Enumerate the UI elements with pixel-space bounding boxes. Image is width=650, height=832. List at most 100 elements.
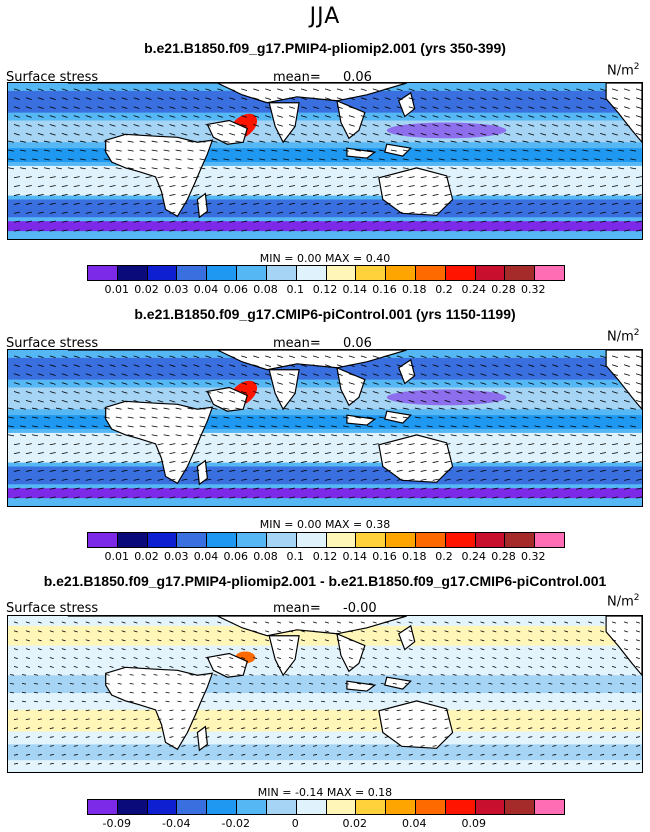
units-exponent: 2 <box>633 328 640 338</box>
color-bar <box>87 532 565 548</box>
color-bar-tick-label: 0.2 <box>435 550 453 563</box>
color-bar-swatch <box>88 533 118 547</box>
color-bar-tick-label: 0.02 <box>342 817 368 830</box>
color-bar-tick-label: -0.04 <box>162 817 191 830</box>
color-bar-tick-label: 0.24 <box>461 283 487 296</box>
color-bar-swatch <box>356 533 387 547</box>
color-bar-tick-label: 0.28 <box>491 550 516 563</box>
mean-label: mean= <box>273 336 321 351</box>
color-bar-tick-label: 0.02 <box>134 283 159 296</box>
color-bar-tick-label: 0.18 <box>402 550 427 563</box>
mean-value: 0.06 <box>343 70 372 85</box>
mean-label: mean= <box>273 70 321 85</box>
color-bar-swatch <box>445 800 476 814</box>
units-base: N/m <box>607 63 634 79</box>
color-bar-tick-label: 0.28 <box>491 283 516 296</box>
season-title: JJA <box>309 4 341 29</box>
color-bar-swatch <box>445 533 476 547</box>
color-bar-swatch <box>266 800 297 814</box>
color-bar-ticks: -0.09 -0.04 -0.02 0 0.02 0.04 0.09 <box>87 817 563 831</box>
color-bar-tick-label: -0.09 <box>102 817 131 830</box>
color-bar-swatch <box>117 533 148 547</box>
color-bar-tick-label: 0.04 <box>193 283 219 296</box>
color-bar-swatch <box>266 266 297 280</box>
color-bar-swatch <box>177 266 208 280</box>
panel-title: b.e21.B1850.f09_g17.PMIP4-pliomip2.001 -… <box>43 573 607 589</box>
variable-label: Surface stress <box>6 601 99 616</box>
mean-value: 0.06 <box>343 336 372 351</box>
color-bar-tick-label: 0.24 <box>461 550 487 563</box>
color-bar-swatch <box>386 533 416 547</box>
surface-stress-map <box>7 615 643 773</box>
color-bar-tick-label: 0.16 <box>372 283 397 296</box>
units-label: N/m2 <box>607 593 640 609</box>
color-bar-tick-label: 0.03 <box>164 550 189 563</box>
surface-stress-map <box>7 82 643 240</box>
color-bar-tick-label: -0.02 <box>221 817 250 830</box>
min-max-stats: MIN = 0.00 MAX = 0.40 <box>259 252 391 265</box>
color-bar-swatch <box>386 800 416 814</box>
color-bar <box>87 265 565 281</box>
min-max-stats: MIN = -0.14 MAX = 0.18 <box>257 786 393 799</box>
color-bar-swatch <box>88 800 118 814</box>
color-bar-swatch <box>445 266 476 280</box>
color-bar-swatch <box>415 266 446 280</box>
units-base: N/m <box>607 329 634 345</box>
color-bar-swatch <box>475 533 506 547</box>
mean-value: -0.00 <box>343 601 377 616</box>
color-bar-tick-label: 0.32 <box>521 550 546 563</box>
color-bar-swatch <box>207 533 238 547</box>
units-label: N/m2 <box>607 62 640 78</box>
color-bar-swatch <box>296 533 327 547</box>
units-exponent: 2 <box>633 593 640 603</box>
color-bar-swatch <box>326 800 357 814</box>
variable-label: Surface stress <box>6 336 99 351</box>
color-bar-tick-label: 0.09 <box>461 817 487 830</box>
panel-title: b.e21.B1850.f09_g17.CMIP6-piControl.001 … <box>134 306 516 322</box>
color-bar-tick-label: 0.12 <box>312 283 338 296</box>
color-bar-tick-label: 0.01 <box>104 283 130 296</box>
color-bar-tick-label: 0.14 <box>342 283 368 296</box>
color-bar-swatch <box>475 266 506 280</box>
color-bar-swatch <box>505 800 536 814</box>
color-bar-swatch <box>415 533 446 547</box>
color-bar-tick-label: 0.06 <box>223 550 249 563</box>
color-bar-tick-label: 0.06 <box>223 283 249 296</box>
color-bar <box>87 799 565 815</box>
color-bar-swatch <box>535 800 564 814</box>
color-bar-swatch <box>207 800 238 814</box>
color-bar-swatch <box>147 800 178 814</box>
color-bar-tick-label: 0.14 <box>342 550 368 563</box>
color-bar-tick-label: 0.02 <box>134 550 159 563</box>
variable-label: Surface stress <box>6 70 99 85</box>
color-bar-swatch <box>505 266 536 280</box>
color-bar-swatch <box>415 800 446 814</box>
color-bar-ticks: 0.01 0.02 0.03 0.04 0.06 0.08 0.1 0.12 0.14 0.16 0… <box>87 550 563 564</box>
color-bar-swatch <box>117 800 148 814</box>
color-bar-tick-label: 0.18 <box>402 283 427 296</box>
color-bar-tick-label: 0.04 <box>402 817 427 830</box>
color-bar-swatch <box>237 800 267 814</box>
color-bar-swatch <box>147 266 178 280</box>
color-bar-swatch <box>535 266 564 280</box>
color-bar-tick-label: 0 <box>291 817 299 830</box>
color-bar-swatch <box>386 266 416 280</box>
color-bar-swatch <box>266 533 297 547</box>
units-base: N/m <box>607 594 634 610</box>
color-bar-swatch <box>326 266 357 280</box>
color-bar-swatch <box>356 800 387 814</box>
color-bar-swatch <box>177 800 208 814</box>
color-bar-tick-label: 0.08 <box>253 550 278 563</box>
color-bar-tick-label: 0.2 <box>435 283 453 296</box>
color-bar-swatch <box>147 533 178 547</box>
color-bar-tick-label: 0.04 <box>193 550 219 563</box>
color-bar-tick-label: 0.03 <box>164 283 189 296</box>
color-bar-swatch <box>475 800 506 814</box>
color-bar-swatch <box>237 266 267 280</box>
color-bar-swatch <box>117 266 148 280</box>
units-exponent: 2 <box>633 62 640 72</box>
color-bar-swatch <box>237 533 267 547</box>
color-bar-ticks: 0.01 0.02 0.03 0.04 0.06 0.08 0.1 0.12 0.14 0.16 0… <box>87 283 563 297</box>
color-bar-tick-label: 0.1 <box>286 550 305 563</box>
color-bar-swatch <box>356 266 387 280</box>
